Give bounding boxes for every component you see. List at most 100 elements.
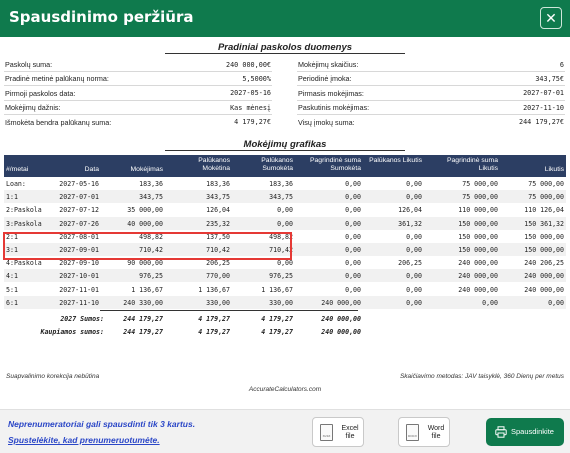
table-cell: 0,00 xyxy=(406,285,422,294)
table-cell: 75 000,00 xyxy=(528,180,564,188)
loan-field-label: Pirmasis mokėjimas: xyxy=(298,88,364,98)
table-cell: 1 136,67 xyxy=(261,285,293,294)
column-header: Pagrindinė suma Likutis xyxy=(446,157,498,172)
table-cell: 2027-09-01 xyxy=(59,246,99,254)
table-cell: 2027-08-01 xyxy=(59,232,99,241)
loan-field-value: 5,5000% xyxy=(242,74,271,83)
table-cell: 75 000,00 xyxy=(462,180,498,188)
sum-divider xyxy=(100,310,358,311)
table-cell: 2027-07-01 xyxy=(59,193,99,202)
table-cell: 137,50 xyxy=(206,232,230,241)
loan-field-value: 2027-05-16 xyxy=(230,89,271,98)
table-cell: 75 000,00 xyxy=(462,193,498,202)
site-credit: AccurateCalculators.com xyxy=(248,386,322,393)
table-cell: 0,00 xyxy=(406,298,422,307)
loan-row-divider xyxy=(4,71,272,72)
table-cell: 2027-09-10 xyxy=(59,259,99,268)
table-cell: 40 000,00 xyxy=(127,219,163,228)
loan-field-label: Pradinė metinė palūkanų norma: xyxy=(5,74,109,84)
table-cell: 0,00 xyxy=(345,219,361,228)
table-cell: 3:1 xyxy=(6,246,18,254)
rounding-note: Suapvalinimo korekcija nebūtina xyxy=(6,373,100,380)
table-row: 1:1 2027-07-01 343,75 343,75 343,75 0,00 0,00 7… xyxy=(4,190,566,204)
table-cell: 150 361,32 xyxy=(524,219,564,228)
loan-left-row: Pradinė metinė palūkanų norma: xyxy=(5,74,109,83)
column-header: Data xyxy=(84,166,99,173)
table-cell: 240 000,00 xyxy=(524,272,564,281)
loan-field-value: 244 179,27€ xyxy=(518,118,564,127)
promo-limit-text: Neprenumeratoriai gali spausdinti tik 3 … xyxy=(8,419,196,429)
table-cell: 0,00 xyxy=(345,246,361,254)
table-cell: 0,00 xyxy=(277,259,293,268)
table-cell: 240 000,00 xyxy=(458,272,498,281)
table-cell: 0,00 xyxy=(345,285,361,294)
table-cell: 75 000,00 xyxy=(528,193,564,202)
loan-row-divider xyxy=(297,114,565,116)
table-cell: 710,42 xyxy=(206,246,230,254)
table-cell: 0,00 xyxy=(406,180,422,188)
loan-section-divider xyxy=(165,53,405,54)
sum-value: 4 179,27 xyxy=(198,328,230,337)
sum-value: 240 000,00 xyxy=(321,315,361,323)
table-cell: 206,25 xyxy=(398,259,422,268)
table-cell: 240 206,25 xyxy=(524,259,564,268)
table-cell: 183,36 xyxy=(206,180,230,188)
table-cell: 0,00 xyxy=(345,193,361,202)
table-cell: 0,00 xyxy=(345,232,361,241)
print-button-label: Spausdinkite xyxy=(511,427,554,436)
table-cell: 498,82 xyxy=(139,232,163,241)
table-cell: Loan: xyxy=(6,180,26,188)
sum-row: 2027 Sumos: 244 179,27 4 179,27 4 179,27 240… xyxy=(4,312,566,325)
sum-value: 4 179,27 xyxy=(198,315,230,323)
table-cell: 330,00 xyxy=(206,298,230,307)
loan-field-label: Visų įmokų suma: xyxy=(298,117,355,127)
table-cell: 1 136,67 xyxy=(198,285,230,294)
word-button-label: Word file xyxy=(427,425,445,440)
schedule-section-divider xyxy=(165,150,405,151)
subscribe-link[interactable]: Spustelėkite, kad prenumeruotumėte. xyxy=(8,435,160,445)
loan-row-divider xyxy=(4,114,272,116)
loan-row-divider xyxy=(297,85,565,87)
table-cell: 2027-10-01 xyxy=(59,272,99,281)
loan-right-row: Mokėjimų skaičius: xyxy=(298,60,358,69)
print-button[interactable]: Spausdinkite xyxy=(486,418,564,446)
table-cell: 2027-11-01 xyxy=(59,285,99,294)
table-cell: 240 000,00 xyxy=(524,285,564,294)
printer-icon xyxy=(495,426,507,438)
column-header: Mokėjimas xyxy=(130,166,163,173)
table-row: 4:Paskola 2027-09-10 90 000,00 206,25 0,00 0,… xyxy=(4,256,566,269)
excel-button-label: Excel file xyxy=(341,425,359,440)
dialog-header: Spausdinimo peržiūra ✕ xyxy=(0,0,570,37)
loan-field-value: 240 000,00€ xyxy=(225,60,271,69)
table-cell: 5:1 xyxy=(6,285,18,294)
sum-value: 4 179,27 xyxy=(261,328,293,337)
table-cell: 240 330,00 xyxy=(123,298,163,307)
word-file-button[interactable]: DOCX Word file xyxy=(398,417,450,447)
loan-right-row: Pirmasis mokėjimas: xyxy=(298,89,364,98)
table-cell: 0,00 xyxy=(406,246,422,254)
excel-file-button[interactable]: XLSX Excel file xyxy=(312,417,364,447)
loan-row-divider xyxy=(297,99,565,101)
loan-field-label: Paskutinis mokėjimas: xyxy=(298,103,370,113)
loan-field-label: Mokėjimų skaičius: xyxy=(298,60,359,69)
table-cell: 0,00 xyxy=(345,206,361,215)
table-cell: 6:1 xyxy=(6,298,18,307)
schedule-section-title: Mokėjimų grafikas xyxy=(243,139,327,150)
table-cell: 0,00 xyxy=(406,193,422,202)
table-cell: 343,75 xyxy=(269,193,293,202)
table-cell: 343,75 xyxy=(206,193,230,202)
loan-field-value: 2027-07-01 xyxy=(523,89,564,98)
loan-field-value: 4 179,27€ xyxy=(234,118,271,127)
table-cell: 240 000,00 xyxy=(458,285,498,294)
table-row: Loan: 2027-05-16 183,36 183,36 183,36 0,00 0,0… xyxy=(4,177,566,190)
table-cell: 0,00 xyxy=(548,298,564,307)
loan-right-row: Periodinė įmoka: xyxy=(298,74,352,83)
sum-value: 4 179,27 xyxy=(261,315,293,323)
close-button[interactable]: ✕ xyxy=(540,7,562,29)
table-cell: 235,32 xyxy=(206,219,230,228)
dialog-title: Spausdinimo peržiūra xyxy=(9,8,194,26)
table-cell: 110 000,00 xyxy=(458,206,498,215)
table-row: 3:1 2027-09-01 710,42 710,42 710,42 0,00 0,00 1… xyxy=(4,243,566,256)
loan-field-value: 2027-11-10 xyxy=(523,103,564,112)
